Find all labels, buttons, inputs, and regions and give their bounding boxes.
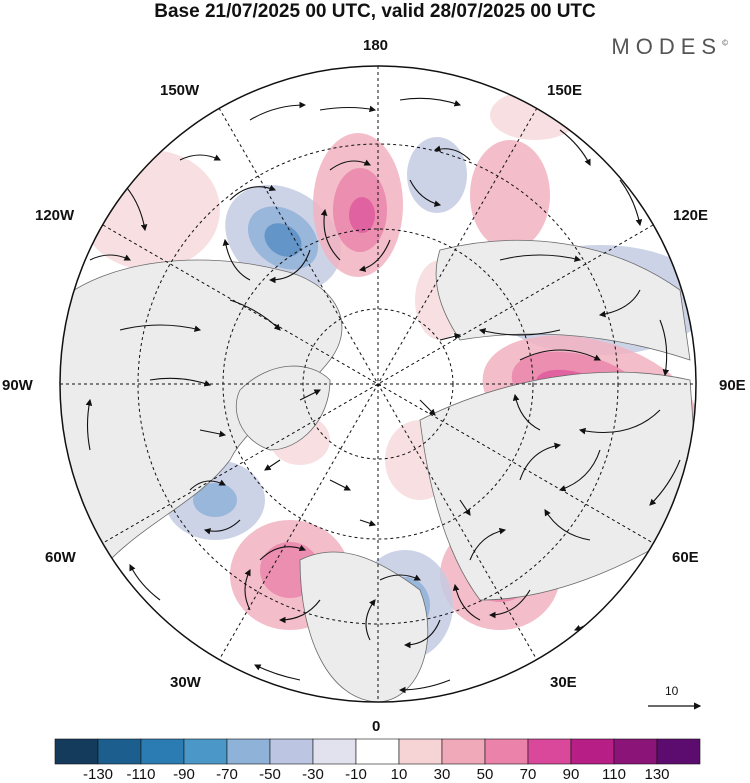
colorbar-swatch [441, 738, 486, 765]
brand-text: MODES [611, 34, 723, 59]
anomaly-neg-2 [407, 137, 467, 213]
colorbar-tick-label: 10 [390, 766, 408, 783]
lon-label-60e: 60E [672, 549, 699, 566]
colorbar-swatch [183, 738, 228, 765]
colorbar-tick-label: -110 [126, 766, 156, 783]
colorbar-swatch [570, 738, 615, 765]
anomaly-neg-1-inner [264, 223, 302, 257]
colorbar-swatch [312, 738, 357, 765]
colorbar-tick-label: 30 [433, 766, 451, 783]
lon-label-30e: 30E [550, 674, 577, 691]
anomaly-neg-6-core [193, 483, 237, 517]
colorbar-tick-label: -10 [345, 766, 367, 783]
colorbar-swatch [140, 738, 185, 765]
lon-label-90w: 90W [2, 377, 33, 394]
colorbar-swatch [97, 738, 142, 765]
lon-label-60w: 60W [45, 549, 76, 566]
colorbar-swatch [656, 738, 701, 765]
copyright-mark: © [722, 38, 728, 48]
colorbar-tick-label: -50 [259, 766, 281, 783]
map-boundary [59, 65, 697, 703]
reference-vector-label: 10 [665, 684, 679, 698]
lon-label-120e: 120E [673, 207, 709, 224]
colorbar-swatch [54, 738, 99, 765]
lon-label-90e: 90E [719, 377, 746, 394]
colorbar-tick-label: -30 [302, 766, 324, 783]
colorbar-tick-label: -70 [216, 766, 238, 783]
colorbar-swatch [527, 738, 572, 765]
colorbar-swatch [269, 738, 314, 765]
colorbar-swatch [613, 738, 658, 765]
modes-logo: MODES© [611, 34, 728, 60]
anomaly-pos-1-inner [349, 197, 375, 233]
colorbar-swatch [484, 738, 529, 765]
colorbar-tick-label: 130 [644, 766, 670, 783]
colorbar [54, 738, 701, 765]
colorbar-tick-label: 110 [602, 766, 626, 783]
colorbar-swatch [398, 738, 443, 765]
chart-title: Base 21/07/2025 00 UTC, valid 28/07/2025… [154, 1, 596, 22]
colorbar-tick-label: -90 [173, 766, 195, 783]
colorbar-tick-label: 50 [476, 766, 494, 783]
colorbar-swatch [226, 738, 271, 765]
lon-label-0: 0 [372, 718, 381, 735]
lon-label-150e: 150E [547, 82, 583, 99]
colorbar-tick-label: 70 [519, 766, 537, 783]
lon-label-150w: 150W [160, 82, 200, 99]
lon-label-30w: 30W [170, 674, 201, 691]
colorbar-tick-label: -130 [82, 766, 114, 783]
anomaly-pos-2 [470, 140, 550, 250]
lon-label-180: 180 [363, 37, 389, 54]
wind-vectors [85, 97, 681, 694]
colorbar-swatch [355, 738, 400, 765]
colorbar-tick-label: 90 [562, 766, 580, 783]
lon-label-120w: 120W [35, 207, 75, 224]
